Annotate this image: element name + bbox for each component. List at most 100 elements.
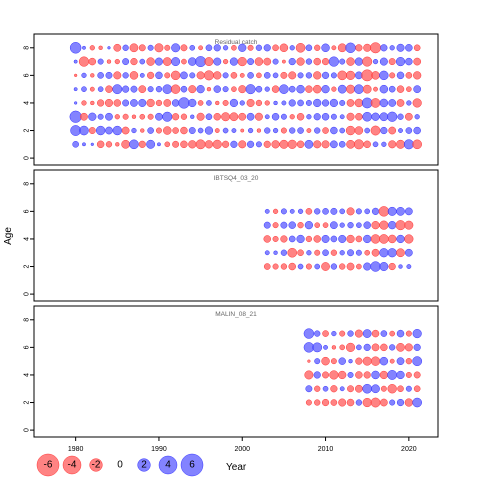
bubble-point (396, 370, 405, 380)
bubble-point (339, 344, 346, 351)
bubble-point (178, 97, 190, 109)
bubble-point (372, 141, 379, 148)
bubble-point (370, 397, 381, 408)
bubble-point (347, 371, 354, 378)
bubble-point (364, 127, 371, 134)
bubble-point (405, 330, 412, 337)
bubble-point (246, 140, 255, 148)
bubble-point (305, 385, 313, 393)
bubble-point (288, 85, 296, 93)
y-tick-label: 4 (24, 373, 31, 377)
bubble-point (188, 57, 197, 66)
legend-bubble (137, 458, 151, 472)
legend-bubble (62, 455, 82, 475)
bubble-point (172, 140, 180, 148)
bubble-point (346, 112, 355, 121)
bubble-point (355, 357, 363, 365)
bubble-point (356, 344, 362, 351)
bubble-point (81, 72, 87, 78)
bubble-point (322, 127, 329, 134)
bubble-point (313, 140, 322, 149)
bubble-point (254, 112, 263, 121)
bubble-point (313, 113, 321, 121)
bubble-point (297, 249, 304, 257)
bubble-point (381, 141, 387, 147)
bubble-point (122, 99, 130, 107)
bubble-point (388, 140, 397, 149)
bubble-point (305, 44, 313, 52)
bubble-point (322, 371, 330, 379)
bubble-point (339, 127, 346, 134)
bubble-point (371, 112, 380, 121)
bubble-point (81, 86, 87, 92)
bubble-point (346, 57, 355, 66)
bubble-point (180, 140, 188, 149)
bubble-point (370, 125, 381, 136)
bubble-point (279, 84, 289, 94)
bubble-point (413, 385, 421, 393)
bubble-point (288, 99, 296, 107)
bubble-point (330, 249, 338, 256)
bubble-point (231, 44, 237, 51)
bubble-point (122, 113, 129, 120)
bubble-point (206, 100, 212, 106)
bubble-point (129, 139, 139, 150)
bubble-point (222, 72, 229, 79)
bubble-point (279, 43, 289, 53)
bubble-point (330, 140, 338, 149)
bubble-point (414, 114, 420, 120)
bubble-point (254, 57, 264, 66)
bubble-point (314, 385, 321, 392)
bubble-point (162, 111, 173, 122)
bubble-point (215, 100, 220, 106)
bubble-point (388, 99, 397, 107)
bubble-point (355, 399, 363, 406)
x-tick-label: 2000 (234, 446, 250, 453)
bubble-point (305, 399, 312, 406)
bubble-point (281, 59, 286, 64)
y-tick-label: 6 (24, 209, 31, 213)
bubble-point (74, 73, 78, 77)
bubble-point (246, 112, 255, 121)
bubble-point (354, 98, 364, 108)
bubble-point (396, 329, 405, 338)
bubble-point (255, 85, 263, 93)
bubble-point (380, 126, 388, 135)
bubble-size-legend: -6 -4 -2 0 2 4 6 (36, 453, 204, 477)
bubble-point (346, 234, 355, 244)
bubble-point (113, 99, 122, 107)
bubble-point (338, 357, 346, 365)
bubble-point (371, 71, 380, 80)
bubble-point (122, 72, 129, 79)
bubble-point (213, 85, 221, 93)
bubble-point (88, 112, 97, 121)
legend-bubble (158, 455, 178, 475)
bubble-point (130, 85, 138, 93)
bubble-point (289, 114, 295, 120)
bubble-point (272, 235, 279, 242)
bubble-point (231, 128, 237, 133)
bubble-point (330, 385, 338, 393)
bubble-point (89, 86, 95, 92)
bubble-point (272, 72, 279, 79)
bubble-point (147, 44, 154, 51)
bubble-point (339, 114, 345, 120)
bubble-point (364, 208, 371, 215)
bubble-point (146, 98, 155, 108)
bubble-point (379, 262, 389, 271)
bubble-point (389, 45, 395, 51)
bubble-point (345, 70, 356, 80)
bubble-point (314, 249, 321, 256)
bubble-point (346, 262, 355, 271)
panel-title: Residual catch (215, 39, 258, 46)
bubble-point (213, 113, 221, 121)
bubble-point (271, 85, 280, 93)
bubble-point (413, 71, 422, 80)
bubble-point (305, 208, 313, 215)
bubble-point (255, 44, 263, 51)
bubble-point (280, 249, 288, 256)
bubble-point (240, 128, 245, 133)
bubble-point (404, 112, 413, 121)
bubble-point (280, 113, 287, 120)
